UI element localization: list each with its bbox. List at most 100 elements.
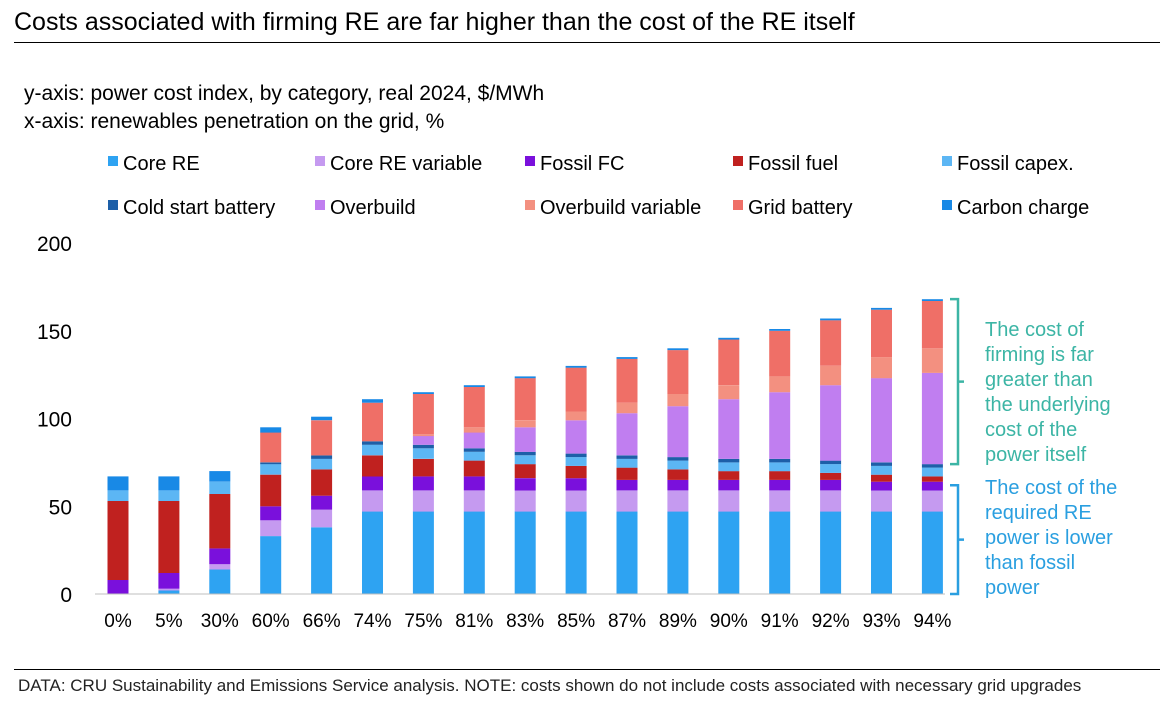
bar-segment-85pct-fossil-capex- — [565, 457, 587, 466]
bar-segment-74pct-fossil-capex- — [362, 444, 383, 456]
bar-segment-83pct-core-re-variable — [514, 490, 536, 512]
bar-segment-81pct-overbuild — [463, 432, 485, 449]
bar-segment-94pct-fossil-capex- — [921, 467, 943, 477]
bar-segment-92pct-overbuild — [820, 385, 842, 461]
bar-segment-75pct-fossil-fuel — [412, 458, 434, 477]
bar-segment-75pct-fossil-fc — [412, 476, 434, 491]
bar-segment-94pct-fossil-fc — [921, 481, 943, 491]
bar-segment-85pct-core-re — [565, 511, 587, 594]
bar-segment-66pct-carbon-charge — [311, 416, 333, 421]
x-tick-label-87pct: 87% — [608, 611, 646, 632]
bar-segment-5pct-carbon-charge — [158, 476, 180, 491]
bar-segment-85pct-grid-battery — [565, 367, 587, 412]
annotation-bracket-firming — [950, 297, 964, 466]
bar-segment-89pct-fossil-fuel — [667, 469, 689, 480]
bar-segment-91pct-fossil-fc — [769, 479, 791, 491]
bar-segment-90pct-overbuild-variable — [718, 385, 740, 400]
bar-segment-85pct-fossil-fc — [565, 478, 587, 491]
legend-swatch-carbon-charge — [942, 200, 952, 210]
bar-segment-75pct-overbuild — [412, 436, 434, 445]
bar-segment-81pct-fossil-capex- — [463, 451, 485, 461]
y-tick-label-200: 200 — [37, 233, 72, 256]
bar-segment-83pct-fossil-fuel — [514, 464, 536, 479]
bar-segment-89pct-carbon-charge — [667, 348, 689, 351]
bar-segment-83pct-overbuild-variable — [514, 420, 536, 428]
bar-segment-89pct-cold-start-battery — [667, 457, 689, 461]
bar-segment-89pct-fossil-fc — [667, 479, 689, 491]
legend-swatch-overbuild — [315, 200, 325, 210]
x-tick-label-89pct: 89% — [659, 611, 697, 632]
bar-segment-87pct-overbuild-variable — [616, 402, 638, 414]
x-tick-label-90pct: 90% — [710, 611, 748, 632]
bar-segment-91pct-overbuild — [769, 392, 791, 459]
bar-segment-83pct-core-re — [514, 511, 536, 594]
bar-segment-92pct-overbuild-variable — [820, 365, 842, 386]
bar-segment-87pct-overbuild — [616, 413, 638, 456]
legend-swatch-fossil-capex — [942, 156, 952, 166]
bar-segment-92pct-carbon-charge — [820, 318, 842, 321]
bar-segment-92pct-core-re — [820, 511, 842, 594]
bar-segment-89pct-overbuild-variable — [667, 393, 689, 407]
bar-segment-66pct-fossil-fuel — [311, 469, 333, 496]
bar-segment-90pct-overbuild — [718, 399, 740, 459]
legend-swatch-core-re — [108, 156, 118, 166]
y-axis-note: y-axis: power cost index, by category, r… — [24, 82, 545, 105]
x-tick-label-81pct: 81% — [455, 611, 493, 632]
bar-segment-66pct-fossil-capex- — [311, 458, 333, 470]
bar-segment-93pct-fossil-capex- — [871, 465, 892, 475]
bar-segment-91pct-overbuild-variable — [769, 376, 791, 393]
bar-segment-81pct-carbon-charge — [463, 385, 485, 387]
bar-segment-89pct-core-re — [667, 511, 689, 594]
bar-segment-87pct-core-re-variable — [616, 490, 638, 512]
bar-segment-90pct-fossil-capex- — [718, 462, 740, 472]
x-tick-label-93pct: 93% — [862, 611, 900, 632]
bar-segment-30pct-fossil-fc — [209, 548, 231, 565]
annotation-firming-line-6: power itself — [985, 444, 1087, 466]
bar-segment-66pct-fossil-fc — [311, 495, 333, 510]
annotation-firming-line-1: The cost of — [985, 319, 1084, 341]
bar-segment-66pct-core-re-variable — [311, 509, 333, 528]
bar-segment-93pct-cold-start-battery — [871, 462, 892, 466]
x-tick-label-75pct: 75% — [404, 611, 442, 632]
bar-segment-66pct-core-re — [311, 527, 333, 594]
bar-segment-85pct-core-re-variable — [565, 490, 587, 512]
annotation-re-line-2: required RE — [985, 502, 1092, 524]
bar-segment-90pct-cold-start-battery — [718, 458, 740, 463]
bar-segment-89pct-fossil-capex- — [667, 460, 689, 470]
bar-segment-75pct-core-re-variable — [412, 490, 434, 512]
bar-segment-81pct-cold-start-battery — [463, 448, 485, 452]
bar-segment-90pct-fossil-fuel — [718, 471, 740, 480]
legend-label-grid-battery: Grid battery — [748, 197, 852, 219]
annotation-bracket-re — [950, 483, 964, 596]
bar-segment-87pct-cold-start-battery — [616, 455, 638, 459]
bar-segment-83pct-carbon-charge — [514, 376, 536, 379]
bar-segment-81pct-core-re — [463, 511, 485, 594]
bar-segment-89pct-overbuild — [667, 406, 689, 458]
bar-segment-93pct-carbon-charge — [871, 307, 892, 310]
annotation-re-line-4: than fossil — [985, 552, 1075, 574]
bar-segment-94pct-cold-start-battery — [921, 464, 943, 468]
bar-segment-66pct-cold-start-battery — [311, 455, 333, 459]
bar-segment-74pct-core-re — [362, 511, 383, 594]
bar-segment-75pct-cold-start-battery — [412, 444, 434, 449]
bar-segment-91pct-carbon-charge — [769, 329, 791, 331]
bar-segment-60pct-core-re-variable — [260, 520, 282, 537]
legend-label-fossil-fc: Fossil FC — [540, 153, 624, 175]
x-tick-label-66pct: 66% — [303, 611, 341, 632]
bar-segment-60pct-fossil-fuel — [260, 474, 282, 507]
bar-segment-87pct-fossil-fc — [616, 479, 638, 491]
bar-segment-75pct-core-re — [412, 511, 434, 594]
title-divider — [14, 42, 1160, 43]
bar-segment-91pct-fossil-capex- — [769, 462, 791, 472]
bar-segment-85pct-overbuild — [565, 420, 587, 454]
bar-segment-94pct-core-re-variable — [921, 490, 943, 512]
bar-segment-5pct-core-re — [158, 590, 180, 594]
bar-segment-81pct-grid-battery — [463, 386, 485, 428]
x-tick-label-85pct: 85% — [557, 611, 595, 632]
bar-segment-91pct-fossil-fuel — [769, 471, 791, 480]
bar-segment-83pct-grid-battery — [514, 378, 536, 421]
chart-title: Costs associated with firming RE are far… — [14, 8, 855, 36]
annotation-firming-line-4: the underlying — [985, 394, 1111, 416]
bar-segment-90pct-carbon-charge — [718, 337, 740, 340]
bar-segment-81pct-overbuild-variable — [463, 427, 485, 433]
